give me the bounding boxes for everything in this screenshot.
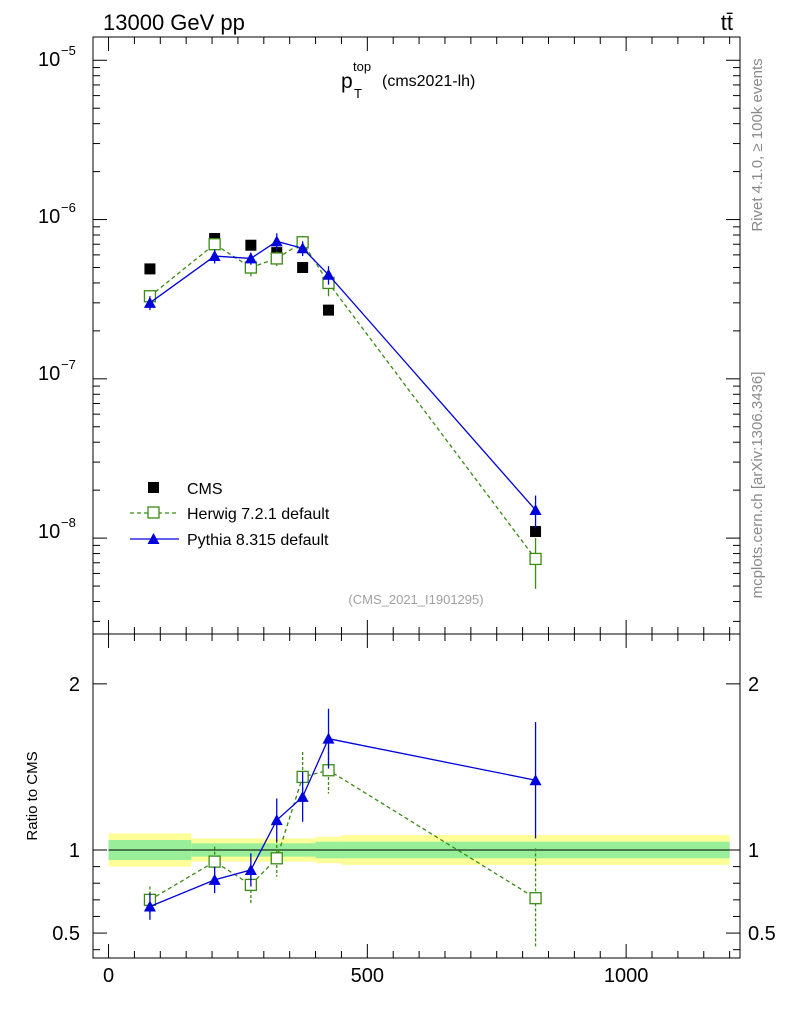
svg-text:Pythia 8.315 default: Pythia 8.315 default [187, 532, 329, 549]
title-superscript: top [353, 59, 371, 74]
cms-point [245, 239, 257, 251]
x-tick-label-500: 500 [351, 965, 384, 987]
pythia-point [322, 268, 335, 280]
legend-entry-cms: CMS [148, 481, 223, 498]
svg-text:10: 10 [38, 521, 60, 543]
legend-entry-pythia: Pythia 8.315 default [130, 532, 329, 549]
ratio-series-layer [143, 708, 542, 949]
ratio-axis-ticks [93, 634, 740, 958]
title-main: p [341, 70, 353, 93]
pythia-ratio-point [208, 873, 221, 885]
legend-marker-herwig [147, 506, 160, 519]
pythia-ratio-point [143, 900, 156, 912]
herwig-ratio-point [270, 852, 283, 865]
pythia-ratio-line [149, 737, 536, 908]
ratio-panel-frame [92, 633, 741, 959]
legend-marker-pythia [147, 533, 160, 544]
ratio-tick-label-2: 2 [69, 674, 80, 696]
x-tick-labels: 0 500 1000 [103, 965, 648, 987]
y-tick-label-1e-6: 10 −6 [38, 200, 76, 228]
pythia-ratio-point [270, 814, 283, 826]
energy-label: 13000 GeV pp [103, 10, 245, 35]
main-series-layer [143, 233, 542, 589]
pythia-ratio-point [244, 863, 257, 875]
herwig-ratio-point [529, 892, 542, 905]
cms-point [530, 526, 542, 538]
cms-point [323, 304, 335, 316]
pythia-point [244, 252, 257, 264]
pythia-point [270, 235, 283, 247]
pythia-point [529, 504, 542, 516]
herwig-point [208, 238, 221, 251]
x-tick-label-0: 0 [103, 965, 114, 987]
y-tick-label-1e-5: 10 −5 [38, 43, 76, 71]
title-suffix: (cms2021-lh) [382, 73, 475, 90]
ratio-tick-label-right-0.5: 0.5 [748, 923, 776, 945]
svg-text:−5: −5 [61, 43, 76, 58]
svg-text:CMS: CMS [187, 481, 223, 498]
main-y-tick-labels: 10 −5 10 −6 10 −7 10 −8 [38, 43, 76, 543]
legend-entry-herwig: Herwig 7.2.1 default [130, 506, 330, 523]
svg-text:−8: −8 [61, 515, 76, 530]
ratio-tick-label-right-2: 2 [748, 674, 759, 696]
y-tick-label-1e-8: 10 −8 [38, 515, 76, 543]
svg-text:Herwig 7.2.1 default: Herwig 7.2.1 default [187, 506, 330, 523]
pythia-line [149, 240, 537, 511]
pythia-ratio-point [296, 790, 309, 802]
cms-point [144, 263, 156, 275]
svg-text:10: 10 [38, 206, 60, 228]
title-subscript: T [354, 86, 362, 101]
analysis-watermark: (CMS_2021_I1901295) [348, 592, 483, 607]
svg-text:−7: −7 [61, 357, 76, 372]
main-panel: p top T (cms2021-lh) (CMS_2021_I1901295)… [38, 36, 741, 635]
svg-text:10: 10 [38, 49, 60, 71]
ratio-y-tick-labels-left: 0.5 1 2 [52, 674, 80, 945]
herwig-point [529, 552, 542, 566]
x-tick-label-1000: 1000 [604, 965, 649, 987]
plot-title: p top T (cms2021-lh) [341, 59, 475, 101]
legend: CMS Herwig 7.2.1 default Pythia 8.315 de… [130, 481, 330, 549]
cms-point [297, 261, 309, 273]
rivet-version-label: Rivet 4.1.0, ≥ 100k events [749, 58, 766, 231]
pythia-ratio-point [322, 732, 335, 744]
pythia-point [143, 296, 156, 308]
svg-text:10: 10 [38, 363, 60, 385]
pythia-ratio-point [529, 774, 542, 786]
mcplots-credit-label: mcplots.cern.ch [arXiv:1306.3436] [749, 372, 766, 599]
ratio-tick-label-1: 1 [69, 840, 80, 862]
herwig-ratio-point [208, 855, 221, 868]
ratio-tick-label-0.5: 0.5 [52, 923, 80, 945]
ratio-y-tick-labels-right: 0.5 1 2 [748, 674, 776, 945]
ratio-y-axis-label: Ratio to CMS [24, 751, 41, 840]
main-axis-ticks [93, 37, 740, 634]
svg-text:−6: −6 [61, 200, 76, 215]
ratio-panel: Ratio to CMS 0.5 1 2 0.5 1 2 0 500 1000 [24, 633, 776, 987]
y-tick-label-1e-7: 10 −7 [38, 357, 76, 385]
pythia-point [208, 250, 221, 262]
ratio-tick-label-right-1: 1 [748, 840, 759, 862]
pythia-point [296, 242, 309, 254]
herwig-point [270, 252, 283, 265]
process-label: tt̄ [721, 10, 733, 35]
legend-marker-cms [148, 482, 159, 493]
